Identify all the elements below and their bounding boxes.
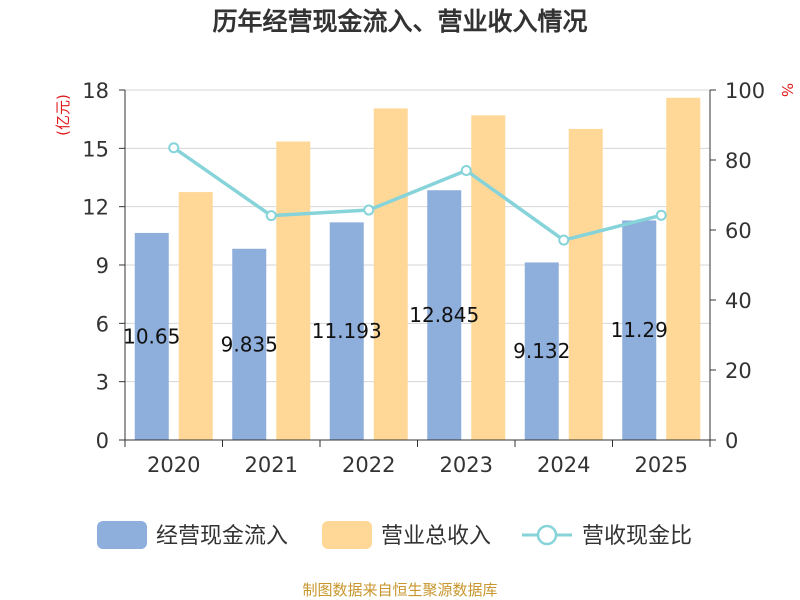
y-right-axis-label: %	[778, 83, 796, 97]
data-label-cash-inflow: 9.132	[513, 339, 570, 363]
y-right-tick-label: 80	[725, 149, 752, 173]
y-left-tick-label: 18	[82, 79, 109, 103]
legend-swatch-cash-inflow	[97, 521, 147, 549]
data-label-cash-inflow: 9.835	[221, 332, 278, 356]
legend-label-ratio: 营收现金比	[582, 524, 692, 549]
data-label-cash-inflow: 12.845	[409, 303, 479, 327]
bar-cash-inflow	[134, 232, 169, 440]
x-tick-label: 2022	[342, 453, 395, 477]
ratio-point	[460, 165, 472, 176]
legend-swatch-revenue	[322, 521, 372, 549]
bar-cash-inflow	[329, 222, 364, 440]
ratio-line	[168, 142, 667, 246]
ratio-line-path	[172, 146, 662, 242]
y-right-tick-label: 60	[725, 219, 752, 243]
bar-cash-inflow	[622, 220, 657, 440]
y-left-axis-label: (亿元)	[54, 94, 72, 136]
x-tick-label: 2024	[537, 453, 590, 477]
x-tick-label: 2025	[635, 453, 688, 477]
ratio-point	[265, 210, 277, 222]
ratio-point	[363, 204, 375, 216]
bar-cash-inflow	[232, 248, 267, 440]
y-left-tick-label: 6	[96, 312, 109, 336]
bar-revenue	[276, 141, 311, 440]
y-left-tick-label: 9	[96, 254, 109, 278]
ratio-point	[655, 209, 667, 221]
bar-revenue	[568, 128, 603, 440]
y-left-tick-label: 0	[96, 429, 109, 453]
y-left-tick-label: 15	[82, 137, 109, 161]
y-right-tick-label: 40	[725, 289, 752, 313]
data-labels: 10.65 9.835 11.193 12.845 9.132 11.29	[123, 303, 668, 363]
legend-label-revenue: 营业总收入	[381, 524, 491, 549]
ratio-point	[168, 142, 180, 154]
bar-cash-inflow	[524, 262, 559, 440]
legend-label-cash-inflow: 经营现金流入	[156, 524, 288, 549]
y-left-tick-label: 12	[82, 196, 109, 220]
axes: 0 3 6 9 12 15 18 0 20 40 60 80 100 2020 2021 2022 2023 20…	[82, 79, 765, 477]
y-right-tick-label: 100	[725, 79, 765, 103]
bars	[134, 97, 701, 441]
bar-revenue	[178, 192, 213, 440]
bar-revenue	[373, 108, 408, 440]
data-label-cash-inflow: 11.193	[312, 319, 382, 343]
gridlines	[125, 89, 710, 383]
legend-swatch-ratio-marker	[536, 524, 558, 546]
data-label-cash-inflow: 10.65	[123, 324, 180, 348]
x-tick-label: 2020	[147, 453, 200, 477]
y-left-tick-label: 3	[96, 371, 109, 395]
chart-title: 历年经营现金流入、营业收入情况	[212, 7, 587, 36]
x-tick-label: 2023	[440, 453, 493, 477]
y-right-tick-label: 0	[725, 429, 738, 453]
data-label-cash-inflow: 11.29	[611, 318, 668, 342]
bar-revenue	[471, 115, 506, 441]
x-tick-label: 2021	[245, 453, 298, 477]
bar-cash-inflow	[427, 190, 462, 440]
ratio-point	[558, 234, 570, 246]
bar-revenue	[666, 97, 701, 441]
source-note: 制图数据来自恒生聚源数据库	[302, 581, 497, 599]
legend: 经营现金流入 营业总收入 营收现金比	[97, 521, 692, 549]
y-right-tick-label: 20	[725, 359, 752, 383]
